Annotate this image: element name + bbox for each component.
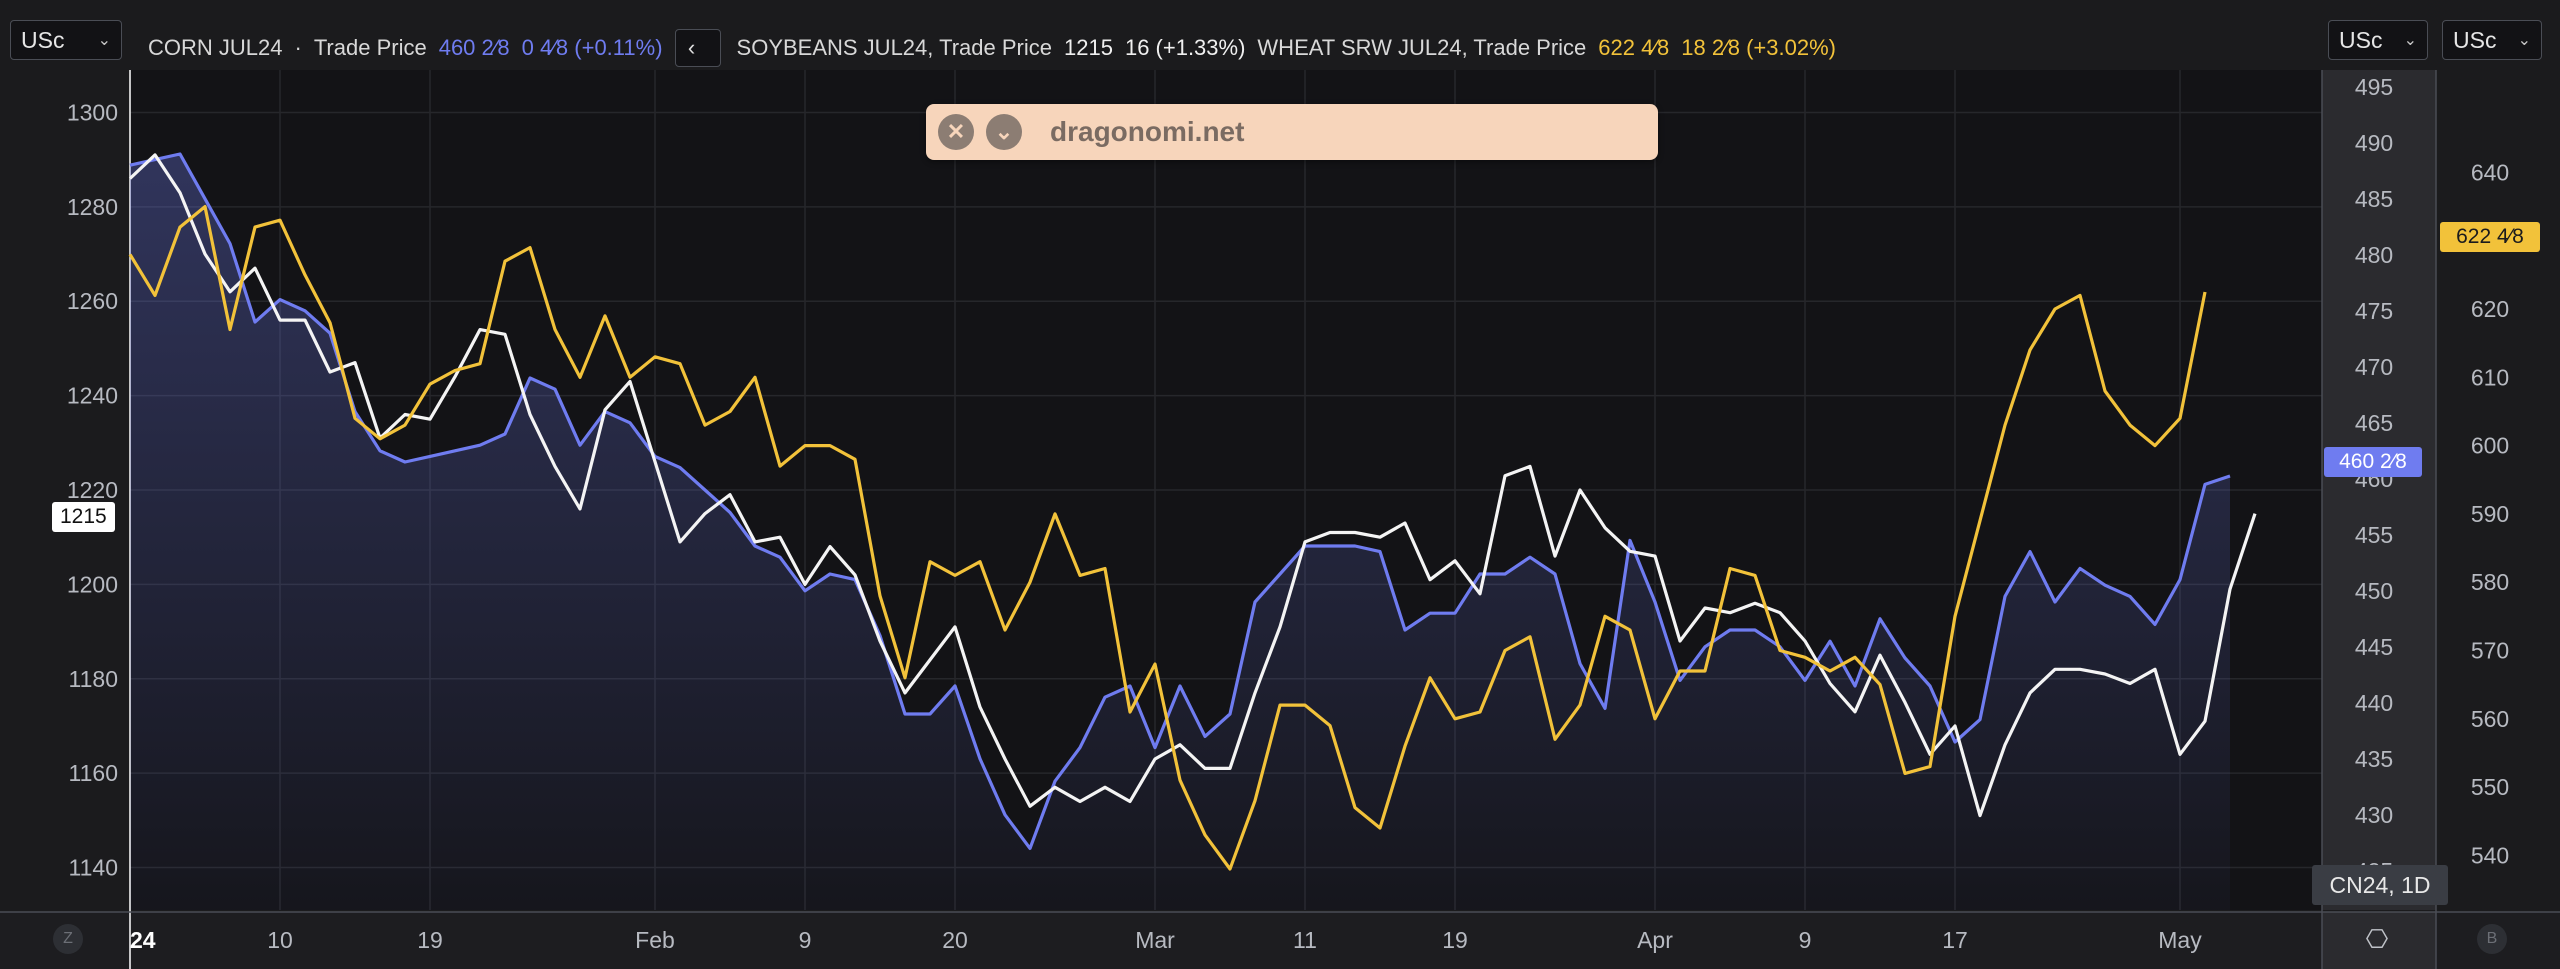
mid-axis-panel <box>2322 70 2436 910</box>
legend-soybeans-price: 1215 <box>1064 35 1113 60</box>
mid-axis-tick: 485 <box>2355 186 2393 212</box>
x-axis-tick: May <box>2158 927 2202 953</box>
currency-select-right[interactable]: USc ⌄ <box>2442 20 2542 60</box>
right-axis-tick: 580 <box>2471 569 2509 595</box>
left-axis-tick: 1200 <box>67 571 118 597</box>
left-axis-tick: 1260 <box>67 288 118 314</box>
series-label: CN24, 1D <box>2312 865 2448 905</box>
legend-corn: CORN JUL24 · Trade Price 460 2⁄8 0 4⁄8 (… <box>148 29 1848 67</box>
corn-price-badge: 460 2⁄8 <box>2324 447 2422 477</box>
left-axis-tick: 1220 <box>67 477 118 503</box>
legend-corn-label: Trade Price <box>313 35 427 60</box>
legend-corn-change: 0 4⁄8 (+0.11%) <box>521 35 663 60</box>
mid-axis-tick: 490 <box>2355 130 2393 156</box>
soybeans-series-line <box>128 153 2257 818</box>
soybeans-price-badge: 1215 <box>52 502 115 532</box>
wheat-series-line <box>128 205 2207 871</box>
x-axis-tick: 10 <box>267 927 293 953</box>
time-axis-corner <box>2322 912 2436 969</box>
legend-wheat-change: 18 2⁄8 (+3.02%) <box>1681 35 1836 60</box>
corn-area <box>130 154 2230 910</box>
currency-select-mid-value: USc <box>2339 26 2383 53</box>
notification-text: dragonomi.net <box>1050 116 1245 147</box>
left-axis-tick: 1280 <box>67 194 118 220</box>
right-axis-tick: 620 <box>2471 296 2509 322</box>
legend-corn-price: 460 2⁄8 <box>438 35 510 60</box>
right-axis-tick: 610 <box>2471 364 2509 390</box>
x-axis-tick: 11 <box>1293 927 1317 953</box>
x-axis-tick: 17 <box>1942 927 1968 953</box>
corn-series-line <box>129 152 2231 851</box>
left-axis-tick: 1180 <box>69 666 118 692</box>
left-axis-tick: 1140 <box>69 855 118 881</box>
mid-axis-tick: 495 <box>2355 74 2393 100</box>
x-axis-tick: 9 <box>1799 927 1812 953</box>
mid-axis-tick: 450 <box>2355 578 2393 604</box>
currency-select-left-value: USc <box>21 26 65 53</box>
mid-axis-tick: 465 <box>2355 410 2393 436</box>
mid-axis-tick: 440 <box>2355 690 2393 716</box>
left-axis-tick: 1300 <box>67 99 118 125</box>
time-axis-panel <box>0 912 2560 969</box>
legend-collapse-button[interactable]: ‹ <box>674 29 721 67</box>
chevron-left-icon: ‹ <box>687 35 696 60</box>
mid-axis-tick: 445 <box>2355 634 2393 660</box>
right-axis-tick: 600 <box>2471 433 2509 459</box>
legend-soybeans-name: SOYBEANS JUL24, Trade Price <box>736 35 1052 60</box>
x-axis-tick: 24 <box>130 927 156 953</box>
x-axis-tick: 20 <box>942 927 968 953</box>
right-axis-tick: 540 <box>2471 842 2509 868</box>
mid-axis-tick: 430 <box>2355 802 2393 828</box>
left-scale-button[interactable]: Z <box>53 924 83 954</box>
left-axis-tick: 1160 <box>69 760 118 786</box>
x-axis-tick: Mar <box>1135 927 1175 953</box>
legend-corn-name: CORN JUL24 <box>148 35 283 60</box>
right-axis-panel <box>2436 70 2560 910</box>
right-scale-button[interactable]: B <box>2477 924 2507 954</box>
x-axis-tick: 19 <box>1442 927 1468 953</box>
legend-wheat-price: 622 4⁄8 <box>1598 35 1670 60</box>
chevron-down-icon: ⌄ <box>2403 32 2417 49</box>
mid-axis-tick: 455 <box>2355 522 2393 548</box>
legend-wheat-name: WHEAT SRW JUL24, Trade Price <box>1257 35 1587 60</box>
legend-soybeans-change: 16 (+1.33%) <box>1124 35 1246 60</box>
close-icon[interactable]: ✕ <box>938 114 974 150</box>
chevron-down-icon[interactable]: ⌄ <box>986 114 1022 150</box>
chevron-down-icon: ⌄ <box>2517 32 2531 49</box>
left-axis-tick: 1240 <box>67 383 118 409</box>
currency-select-mid[interactable]: USc ⌄ <box>2328 20 2428 60</box>
x-axis-tick: Feb <box>635 927 675 953</box>
currency-select-left[interactable]: USc ⌄ <box>10 20 122 60</box>
mid-axis-tick: 470 <box>2355 354 2393 380</box>
right-axis-tick: 570 <box>2471 637 2509 663</box>
x-axis-tick: 9 <box>799 927 812 953</box>
chevron-down-icon: ⌄ <box>97 32 111 49</box>
mid-axis-tick: 475 <box>2355 298 2393 324</box>
legend-corn-sep: · <box>294 35 302 60</box>
right-axis-tick: 560 <box>2471 706 2509 732</box>
x-axis-tick: Apr <box>1637 927 1673 953</box>
wheat-price-badge: 622 4⁄8 <box>2440 222 2540 252</box>
right-axis-tick: 590 <box>2471 501 2509 527</box>
mid-axis-tick: 435 <box>2355 746 2393 772</box>
settings-icon[interactable]: ⎔ <box>2365 923 2389 954</box>
currency-select-right-value: USc <box>2453 26 2497 53</box>
right-axis-tick: 640 <box>2471 159 2509 185</box>
notification-banner: ✕ ⌄ dragonomi.net <box>926 104 1658 160</box>
mid-axis-tick: 480 <box>2355 242 2393 268</box>
x-axis-tick: 19 <box>417 927 443 953</box>
right-axis-tick: 550 <box>2471 774 2509 800</box>
